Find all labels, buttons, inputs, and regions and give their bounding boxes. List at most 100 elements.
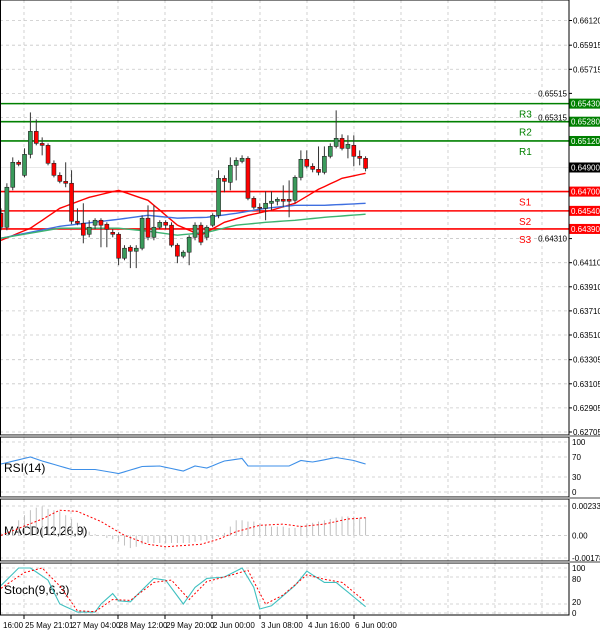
time-tick-label: 16:00 — [3, 621, 24, 630]
pane-separator — [0, 561, 600, 563]
candle-bullish — [4, 186, 10, 228]
price-tick-label: 0.63910 — [573, 283, 600, 292]
price-tick-label: 0.63710 — [573, 307, 600, 316]
candle-bearish — [222, 178, 227, 182]
candle-bearish — [286, 199, 292, 202]
rsi-tick-label: 100 — [572, 438, 586, 447]
candle-bullish — [263, 202, 268, 209]
moving-average-line — [0, 213, 366, 239]
stochastic-title: Stoch(9,6,3) — [4, 583, 69, 597]
macd-pane: 0.00233 0.00 -0.001788 MACD(12,26,9) — [0, 502, 600, 563]
level-price-box — [569, 223, 600, 234]
level-price-label: 0.64390 — [571, 225, 600, 234]
current-price-box — [569, 162, 600, 173]
time-tick-label: 27 May 04:00 — [72, 621, 121, 630]
candle-bullish — [92, 219, 98, 226]
candle-bearish — [104, 223, 110, 230]
macd-tick-label: 0.00233 — [572, 502, 600, 511]
candle-bullish — [216, 178, 221, 216]
candle-bullish — [228, 165, 233, 183]
level-label-s1: S1 — [519, 198, 532, 209]
time-tick-label: 3 Jun 08:00 — [261, 621, 303, 630]
candle-bullish — [322, 155, 327, 173]
candle-bearish — [51, 162, 57, 176]
candle-bearish — [280, 199, 286, 202]
candle-bullish — [269, 200, 274, 204]
price-axis: 0.66120 0.65915 0.65715 0.65515 0.65315 0.643… — [538, 16, 600, 437]
candle-bearish — [251, 198, 257, 208]
candle-bearish — [69, 182, 74, 222]
candle-bearish — [75, 220, 80, 224]
price-tick-label: 0.64310 — [538, 235, 567, 244]
level-price-label: 0.64700 — [571, 188, 600, 197]
candle-bullish — [28, 131, 33, 155]
candle-bearish — [33, 131, 39, 144]
rsi-line — [0, 456, 366, 475]
candle-bearish — [175, 244, 180, 257]
candle-bullish — [275, 199, 280, 202]
time-tick-label: 6 Jun 00:00 — [355, 621, 397, 630]
candle-bullish — [210, 215, 215, 226]
candle-bearish — [339, 138, 345, 149]
time-tick-label: 29 May 20:00 — [166, 621, 215, 630]
candle-bullish — [157, 222, 163, 228]
stochastic-tick-label: 80 — [572, 575, 581, 584]
level-price-label: 0.64540 — [571, 207, 600, 216]
candle-bearish — [57, 175, 63, 182]
price-tick-label: 0.65515 — [538, 89, 567, 98]
candle-bearish — [304, 158, 310, 167]
price-tick-label: 0.65315 — [538, 113, 567, 122]
time-tick-label: 4 Jun 16:00 — [308, 621, 350, 630]
stoch-main-line — [0, 567, 366, 613]
rsi-tick-label: 0 — [572, 488, 577, 497]
candle-bearish — [163, 222, 168, 226]
rsi-tick-label: 30 — [572, 473, 581, 482]
candle-bullish — [327, 146, 333, 157]
candle-bearish — [81, 222, 86, 236]
stochastic-tick-label: 0 — [572, 609, 577, 618]
pane-frames — [0, 0, 600, 616]
level-price-label: 0.65120 — [571, 137, 600, 146]
candle-bearish — [16, 162, 21, 165]
price-tick-label: 0.63305 — [573, 356, 600, 365]
candle-bullish — [122, 247, 127, 259]
price-tick-label: 0.65915 — [573, 41, 600, 50]
level-price-box — [569, 116, 600, 127]
candle-bullish — [139, 217, 145, 249]
candle-bearish — [63, 181, 68, 184]
time-tick-label: 28 May 12:00 — [119, 621, 168, 630]
candle-bullish — [292, 177, 298, 201]
level-label-s3: S3 — [519, 235, 532, 246]
price-tick-label: 0.63105 — [573, 380, 600, 389]
macd-tick-label: 0.00 — [572, 531, 588, 540]
candle-bullish — [239, 158, 245, 162]
price-tick-label: 0.65715 — [573, 65, 600, 74]
macd-signal-line — [0, 509, 366, 548]
macd-title: MACD(12,26,9) — [4, 524, 87, 538]
candle-bearish — [98, 219, 104, 226]
level-label-r3: R3 — [519, 110, 532, 121]
candle-bullish — [192, 224, 198, 238]
price-tick-label: 0.66120 — [573, 16, 600, 25]
macd-tick-label: -0.001788 — [572, 554, 600, 563]
pane-separator — [0, 497, 600, 499]
price-tick-label: 0.63510 — [573, 331, 600, 340]
level-label-r2: R2 — [519, 128, 532, 139]
level-price-box — [569, 135, 600, 146]
level-label-s2: S2 — [519, 217, 532, 228]
candle-bearish — [116, 233, 121, 259]
stochastic-tick-label: 20 — [572, 598, 581, 607]
level-price-label: 0.65430 — [571, 100, 600, 109]
pane-separator — [0, 435, 600, 437]
candle-bearish — [128, 246, 133, 252]
candle-bearish — [45, 145, 51, 164]
moving-average-line — [0, 172, 366, 241]
candle-bullish — [22, 154, 27, 176]
candle-bullish — [180, 251, 186, 257]
level-price-box — [569, 186, 600, 197]
candle-bearish — [198, 224, 204, 243]
time-tick-label: 25 May 21:01 — [25, 621, 74, 630]
